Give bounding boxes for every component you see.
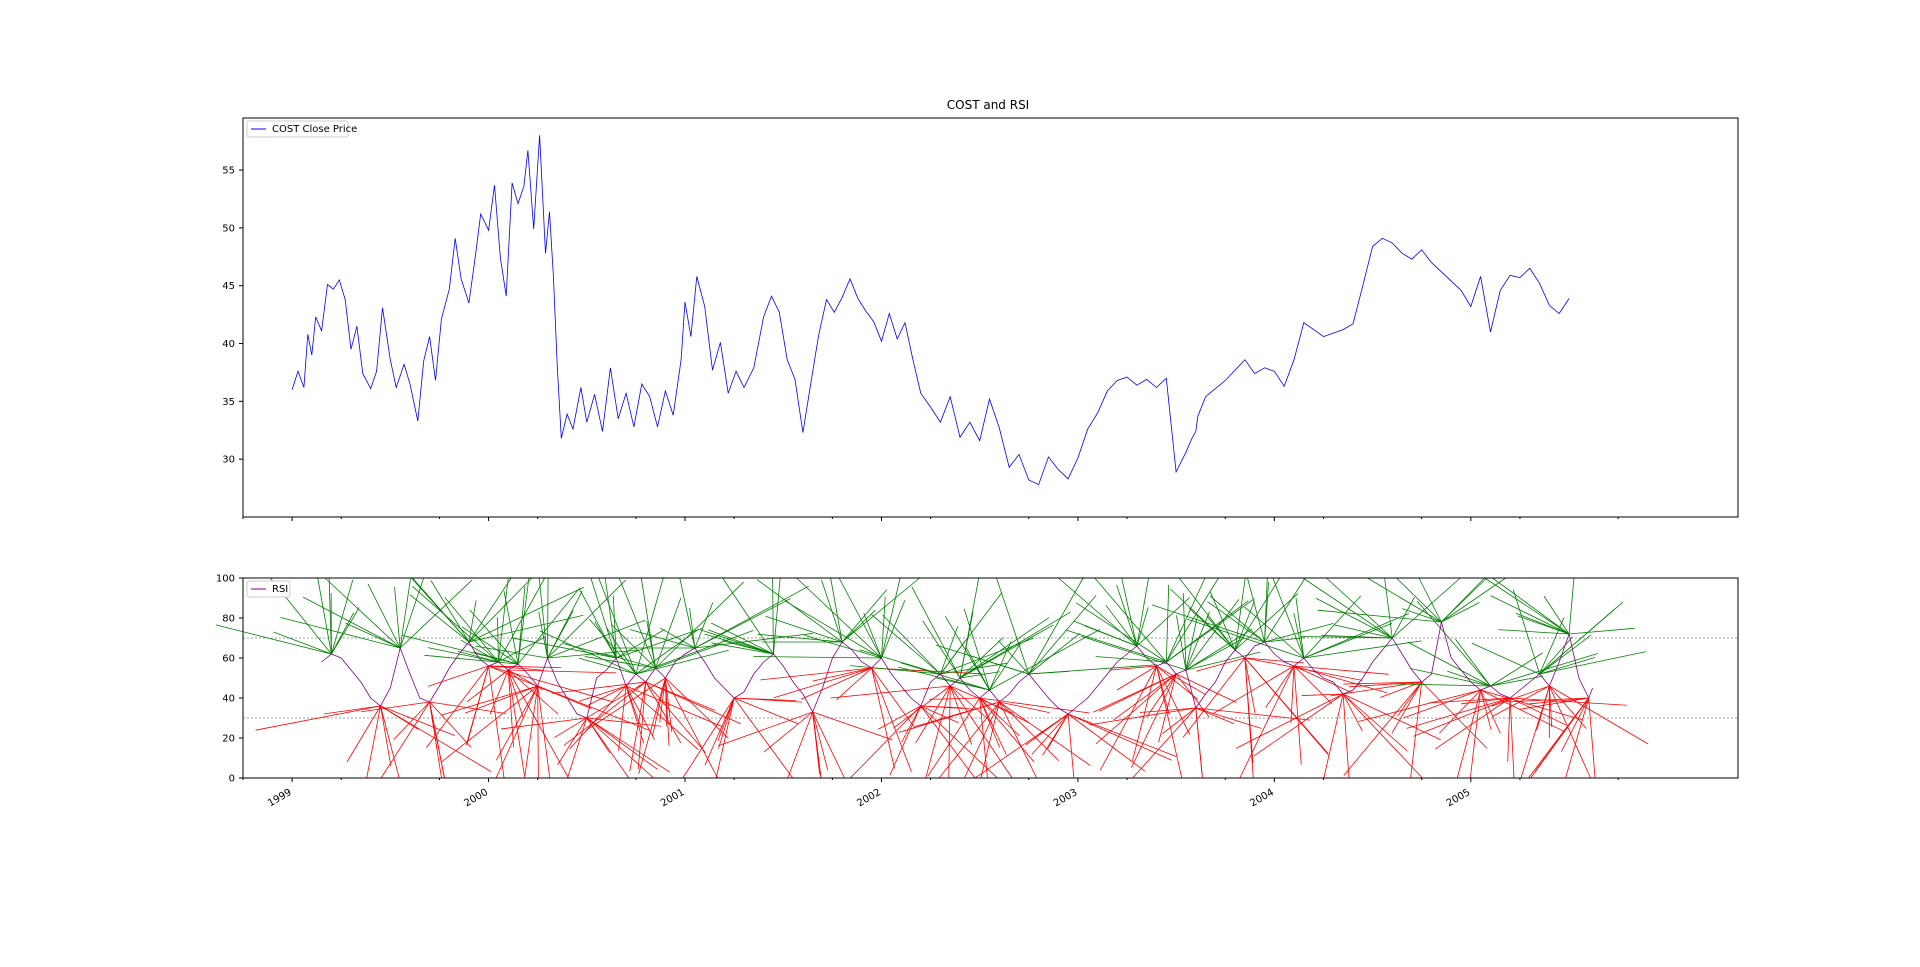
rsi-y-tick-label: 20	[222, 734, 235, 745]
price-legend-label: COST Close Price	[272, 124, 357, 135]
price-y-tick-label: 35	[222, 397, 235, 408]
chart-title: COST and RSI	[947, 98, 1029, 112]
rsi-y-tick-label: 40	[222, 694, 235, 705]
rsi-y-tick-label: 0	[229, 774, 235, 785]
rsi-legend: RSI	[247, 581, 290, 597]
price-y-tick-label: 45	[222, 281, 235, 292]
rsi-y-tick-label: 100	[216, 574, 235, 585]
rsi-legend-label: RSI	[272, 584, 288, 595]
rsi-y-tick-label: 80	[222, 614, 235, 625]
price-y-tick-label: 50	[222, 223, 235, 234]
price-y-tick-label: 55	[222, 166, 235, 177]
price-y-tick-label: 30	[222, 455, 235, 466]
sell-signal-ray	[548, 578, 549, 658]
rsi-y-tick-label: 60	[222, 654, 235, 665]
price-y-tick-label: 40	[222, 339, 235, 350]
price-legend: COST Close Price	[247, 121, 357, 137]
